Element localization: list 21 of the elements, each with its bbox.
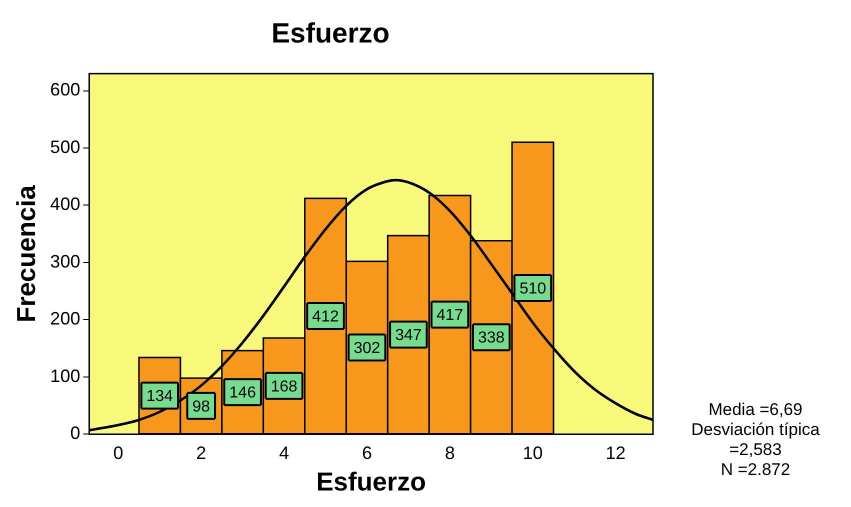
y-tick-label: 0 <box>70 423 80 444</box>
y-tick-label: 500 <box>50 136 80 157</box>
y-tick-label: 400 <box>50 194 80 214</box>
y-tick-label: 600 <box>50 80 80 100</box>
y-tick-label: 200 <box>50 308 80 329</box>
x-tick-label: 10 <box>522 442 543 463</box>
x-tick-label: 0 <box>113 442 124 463</box>
y-tick-label: 100 <box>50 366 80 386</box>
text: Media =6,69 <box>707 400 804 420</box>
data-label: 510 <box>519 280 546 298</box>
x-tick-label: 2 <box>196 442 206 463</box>
x-tick-label: 12 <box>606 442 626 463</box>
y-axis-title: Frecuencia <box>10 184 41 323</box>
x-axis-title: Esfuerzo <box>316 466 426 497</box>
text: Desviación típica =2,583 <box>690 420 821 460</box>
x-tick-label: 4 <box>279 442 290 463</box>
y-tick-label: 300 <box>50 251 80 272</box>
text: N =2.872 <box>720 460 792 480</box>
x-tick-label: 8 <box>444 442 455 463</box>
x-tick-label: 6 <box>362 442 372 463</box>
chart-title: Esfuerzo <box>271 18 390 49</box>
